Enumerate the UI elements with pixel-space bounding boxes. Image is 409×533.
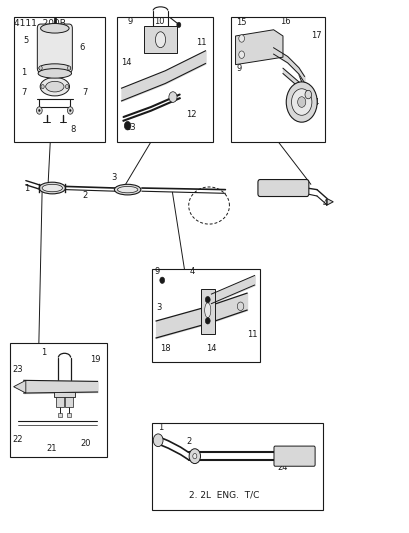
Text: 1: 1 bbox=[21, 68, 26, 77]
Text: 19: 19 bbox=[90, 355, 100, 364]
Circle shape bbox=[65, 85, 69, 88]
Text: 22: 22 bbox=[13, 435, 23, 443]
Circle shape bbox=[67, 66, 70, 70]
Bar bbox=[117, 17, 213, 142]
Circle shape bbox=[304, 90, 311, 99]
Polygon shape bbox=[13, 381, 26, 393]
FancyBboxPatch shape bbox=[37, 24, 72, 72]
Text: 9: 9 bbox=[154, 266, 159, 276]
Bar bbox=[13, 17, 105, 142]
Bar bbox=[144, 27, 176, 53]
Ellipse shape bbox=[38, 69, 71, 78]
Bar bbox=[200, 289, 214, 334]
Circle shape bbox=[205, 318, 210, 324]
Circle shape bbox=[176, 22, 180, 28]
Text: 1: 1 bbox=[24, 184, 29, 193]
Text: 21: 21 bbox=[47, 444, 57, 453]
Text: 11: 11 bbox=[247, 330, 257, 339]
Circle shape bbox=[36, 107, 42, 114]
Circle shape bbox=[39, 66, 42, 70]
Text: 7: 7 bbox=[21, 88, 26, 97]
Text: 4: 4 bbox=[322, 199, 328, 208]
Ellipse shape bbox=[39, 182, 65, 194]
Text: 2: 2 bbox=[186, 437, 191, 446]
Ellipse shape bbox=[40, 23, 69, 33]
Text: 18: 18 bbox=[160, 344, 171, 353]
Circle shape bbox=[153, 434, 163, 447]
Text: 2. 2L  ENG.  T/C: 2. 2L ENG. T/C bbox=[188, 491, 258, 500]
Text: 9: 9 bbox=[236, 64, 241, 74]
Text: 7: 7 bbox=[82, 88, 88, 97]
Text: 11: 11 bbox=[196, 38, 206, 47]
Text: 6: 6 bbox=[79, 43, 85, 52]
Bar bbox=[152, 423, 322, 511]
Circle shape bbox=[41, 85, 44, 88]
Bar bbox=[67, 413, 71, 417]
Circle shape bbox=[291, 89, 311, 115]
Text: 20: 20 bbox=[80, 439, 90, 448]
Text: 4111  200B: 4111 200B bbox=[13, 19, 65, 28]
Circle shape bbox=[297, 96, 305, 107]
Text: 16: 16 bbox=[279, 17, 290, 26]
Text: 12: 12 bbox=[186, 110, 196, 119]
Circle shape bbox=[192, 454, 196, 459]
Text: 13: 13 bbox=[124, 123, 135, 132]
Circle shape bbox=[189, 449, 200, 464]
Text: 5: 5 bbox=[24, 36, 29, 45]
FancyBboxPatch shape bbox=[273, 446, 315, 466]
Circle shape bbox=[238, 35, 244, 42]
Text: 3: 3 bbox=[111, 173, 117, 182]
Circle shape bbox=[67, 107, 73, 114]
Polygon shape bbox=[235, 30, 282, 64]
Text: 15: 15 bbox=[236, 18, 246, 27]
Circle shape bbox=[70, 109, 71, 111]
Circle shape bbox=[238, 51, 244, 59]
Circle shape bbox=[285, 82, 317, 122]
Bar bbox=[54, 392, 74, 397]
Ellipse shape bbox=[204, 303, 210, 318]
Text: 1: 1 bbox=[41, 348, 46, 357]
Circle shape bbox=[205, 296, 210, 303]
Text: 23: 23 bbox=[13, 365, 23, 374]
Ellipse shape bbox=[40, 77, 70, 96]
Text: 9: 9 bbox=[127, 17, 133, 26]
Polygon shape bbox=[326, 199, 333, 205]
Ellipse shape bbox=[39, 64, 70, 72]
Text: 4: 4 bbox=[189, 266, 195, 276]
Circle shape bbox=[38, 109, 40, 111]
Bar bbox=[231, 17, 324, 142]
Text: 3: 3 bbox=[156, 303, 161, 312]
Bar bbox=[57, 413, 61, 417]
Circle shape bbox=[237, 302, 243, 311]
Circle shape bbox=[124, 122, 130, 130]
Bar bbox=[9, 343, 107, 457]
Text: 4: 4 bbox=[313, 98, 318, 107]
Ellipse shape bbox=[42, 184, 62, 192]
Bar bbox=[65, 397, 73, 407]
Text: 8: 8 bbox=[70, 125, 76, 134]
Circle shape bbox=[169, 92, 177, 102]
Bar bbox=[55, 397, 63, 407]
Circle shape bbox=[160, 277, 164, 284]
Text: 14: 14 bbox=[205, 344, 216, 353]
Text: 10: 10 bbox=[153, 17, 164, 26]
Ellipse shape bbox=[114, 184, 141, 195]
Text: 14: 14 bbox=[121, 58, 132, 67]
Text: 1: 1 bbox=[158, 423, 163, 432]
Ellipse shape bbox=[45, 82, 64, 92]
Ellipse shape bbox=[117, 187, 137, 193]
Ellipse shape bbox=[155, 32, 165, 47]
Bar bbox=[152, 269, 259, 362]
Text: 17: 17 bbox=[310, 31, 321, 40]
FancyBboxPatch shape bbox=[257, 180, 308, 197]
Text: 24: 24 bbox=[276, 463, 287, 472]
Text: 2: 2 bbox=[83, 191, 88, 200]
